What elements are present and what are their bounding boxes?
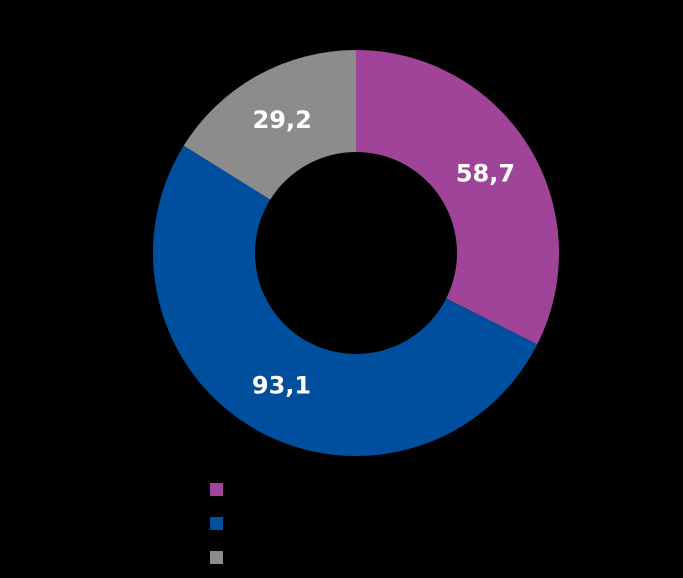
legend-swatch bbox=[210, 550, 223, 564]
legend bbox=[210, 472, 510, 574]
slice-value-label-3: 29,2 bbox=[253, 106, 312, 134]
donut-slice-1 bbox=[356, 50, 559, 345]
donut-slice-2 bbox=[153, 145, 538, 456]
slice-value-label-2: 93,1 bbox=[252, 372, 311, 400]
slice-value-label-1: 58,7 bbox=[456, 159, 515, 187]
legend-item bbox=[210, 540, 510, 574]
legend-swatch bbox=[210, 516, 223, 530]
legend-item bbox=[210, 472, 510, 506]
legend-item bbox=[210, 506, 510, 540]
legend-swatch bbox=[210, 482, 223, 496]
donut-slice-3 bbox=[183, 49, 356, 200]
